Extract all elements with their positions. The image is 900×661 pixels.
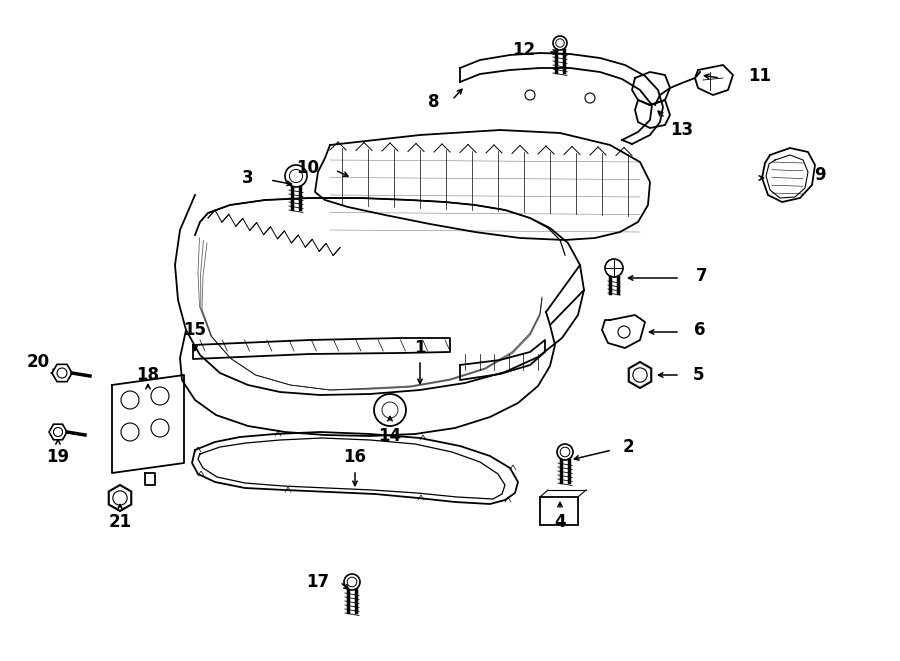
Text: 21: 21 xyxy=(108,513,131,531)
Text: 20: 20 xyxy=(26,353,50,371)
Bar xyxy=(540,497,578,525)
Text: 19: 19 xyxy=(47,448,69,466)
Polygon shape xyxy=(52,364,72,381)
Text: 2: 2 xyxy=(622,438,634,456)
Text: 8: 8 xyxy=(428,93,440,111)
Text: 15: 15 xyxy=(184,321,206,339)
Text: 1: 1 xyxy=(414,339,426,357)
Text: 13: 13 xyxy=(670,121,694,139)
Text: 11: 11 xyxy=(749,67,771,85)
Text: 6: 6 xyxy=(694,321,706,339)
Text: 14: 14 xyxy=(378,427,401,445)
Text: 5: 5 xyxy=(692,366,704,384)
Polygon shape xyxy=(49,424,67,440)
Text: 4: 4 xyxy=(554,513,566,531)
Text: 16: 16 xyxy=(344,448,366,466)
Text: 17: 17 xyxy=(306,573,329,591)
Text: 3: 3 xyxy=(242,169,254,187)
Text: 12: 12 xyxy=(512,41,535,59)
Text: 7: 7 xyxy=(697,267,707,285)
Text: 9: 9 xyxy=(814,166,826,184)
Text: 10: 10 xyxy=(296,159,320,177)
Text: 18: 18 xyxy=(137,366,159,384)
